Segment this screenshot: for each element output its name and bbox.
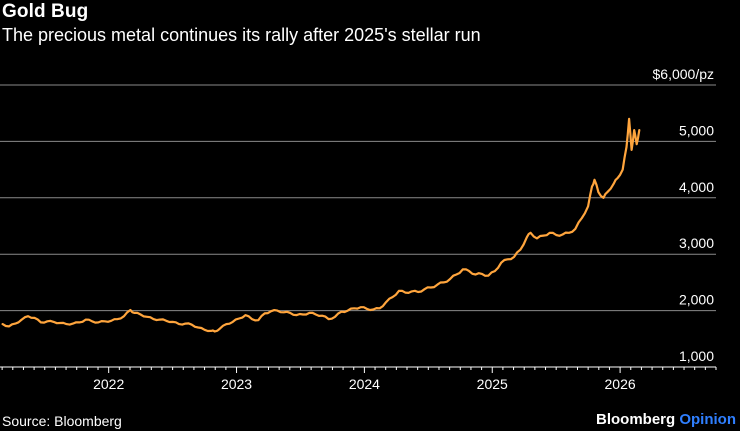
brand-name: Bloomberg bbox=[596, 411, 676, 428]
y-tick-label: 2,000 bbox=[679, 292, 714, 308]
grid-lines bbox=[0, 84, 716, 312]
x-axis: 2022 2023 2024 2025 2026 bbox=[0, 366, 717, 392]
x-tick-label: 2026 bbox=[605, 376, 636, 392]
y-tick-label: 4,000 bbox=[679, 179, 714, 195]
y-tick-label: 5,000 bbox=[679, 122, 714, 138]
y-axis-labels: $6,000/pz 5,000 4,000 3,000 2,000 1,000 bbox=[653, 66, 715, 364]
x-tick-label: 2022 bbox=[93, 376, 124, 392]
y-tick-label: $6,000/pz bbox=[653, 66, 715, 82]
y-tick-label: 1,000 bbox=[679, 348, 714, 364]
x-tick-label: 2025 bbox=[477, 376, 508, 392]
chart-title: Gold Bug bbox=[2, 1, 89, 22]
x-tick-label: 2023 bbox=[221, 376, 252, 392]
series-line-gold-price bbox=[1, 117, 641, 333]
brand-logo: Bloomberg Opinion bbox=[596, 411, 736, 429]
chart-subtitle: The precious metal continues its rally a… bbox=[2, 25, 481, 45]
x-tick-label: 2024 bbox=[349, 376, 380, 392]
series-layer bbox=[1, 117, 641, 333]
brand-opinion: Opinion bbox=[679, 411, 736, 428]
y-tick-label: 3,000 bbox=[679, 235, 714, 251]
source-note: Source: Bloomberg bbox=[2, 413, 122, 429]
